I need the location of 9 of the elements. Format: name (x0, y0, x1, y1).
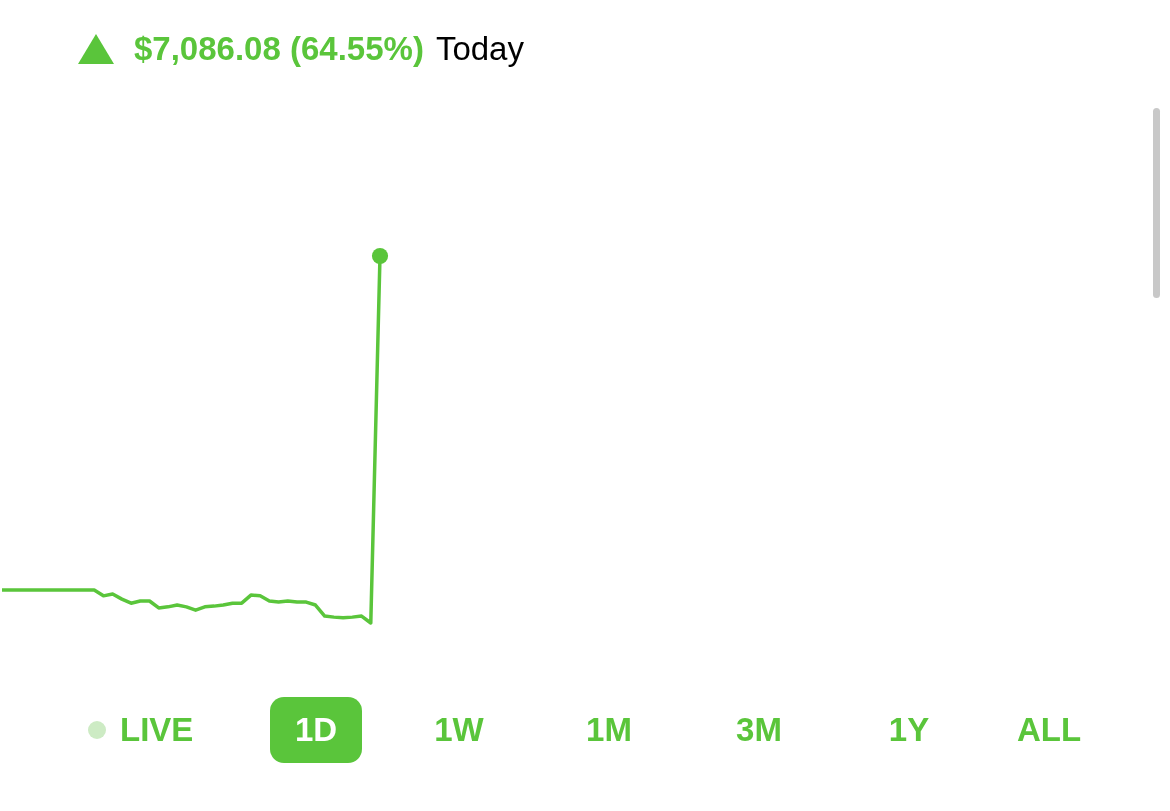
text: LIVE (120, 710, 194, 750)
text: 1M (585, 710, 633, 750)
text: 3M (735, 710, 783, 750)
text: Today (435, 30, 524, 68)
text: ALL (1015, 710, 1083, 750)
chart-title: $7,086.08 (64.55%) (134, 30, 424, 68)
text: 1D (270, 697, 362, 763)
text: 1Y (887, 710, 931, 750)
text: 1W (433, 710, 485, 750)
